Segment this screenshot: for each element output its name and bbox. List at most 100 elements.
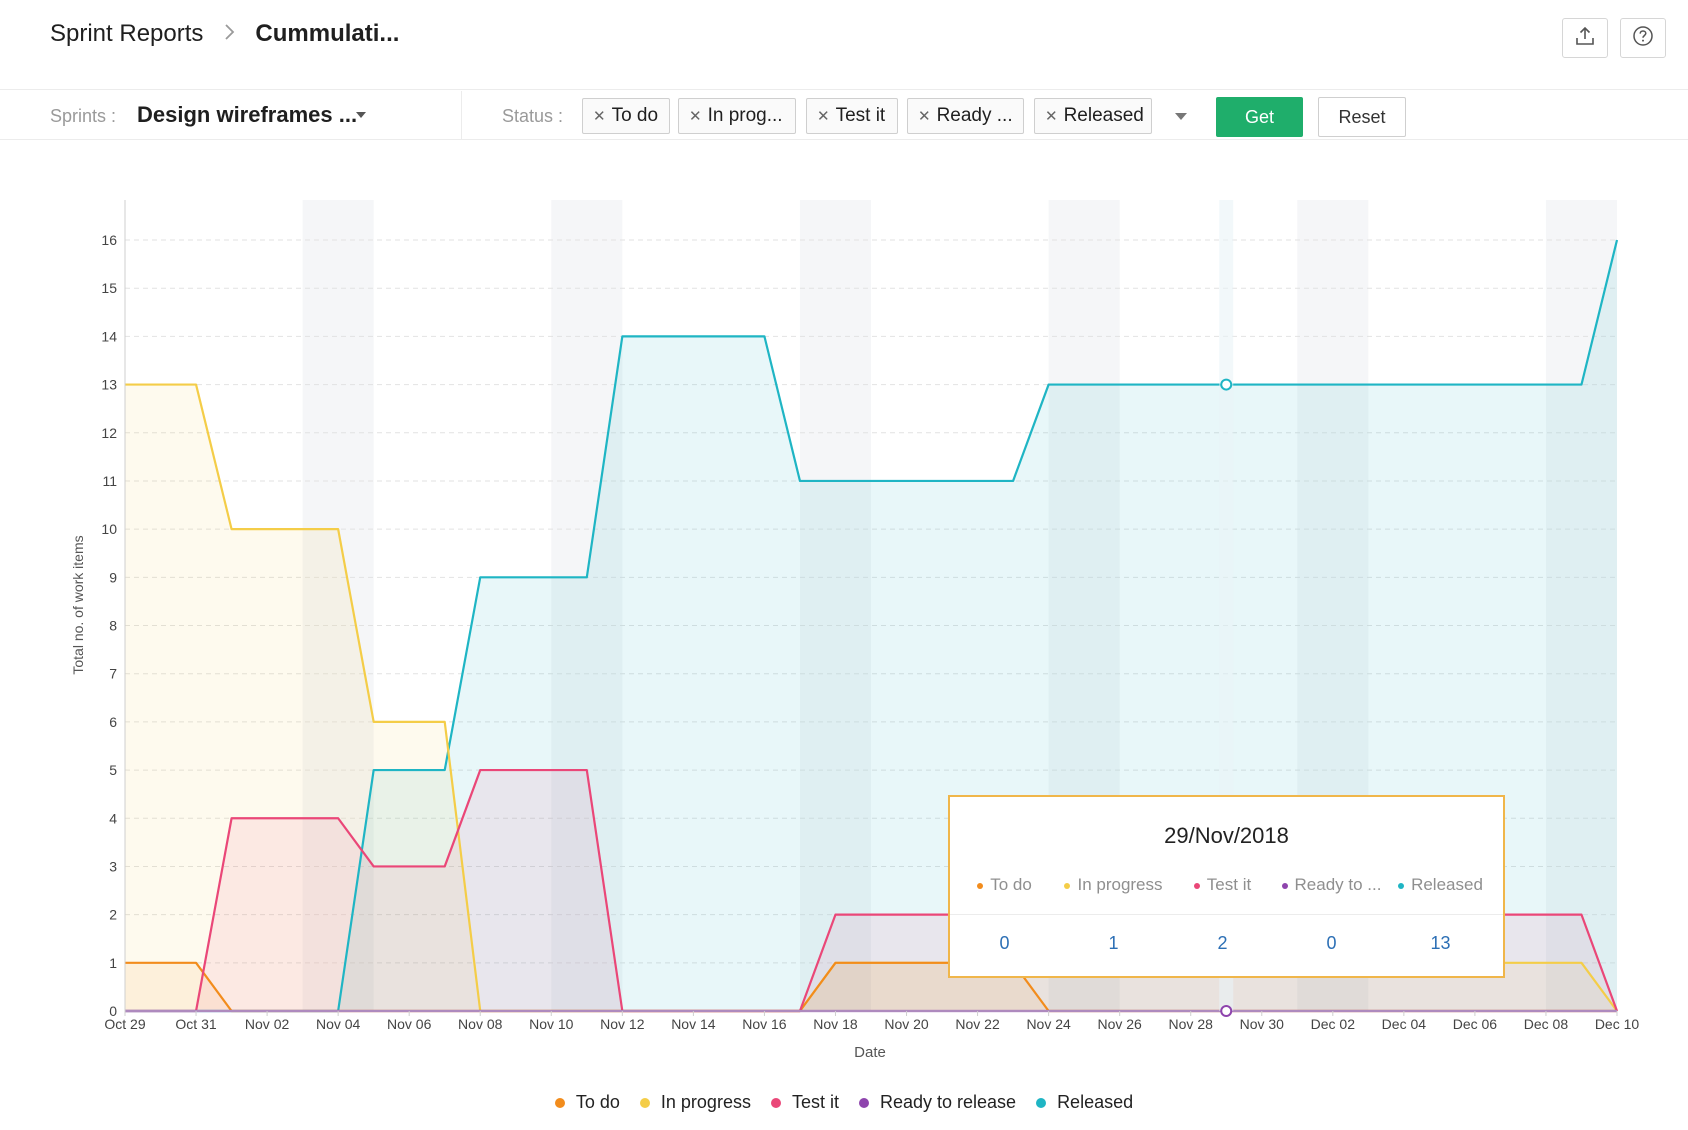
x-tick-label: Nov 20 (884, 1016, 929, 1032)
hover-point (1220, 378, 1233, 391)
x-tick-label: Nov 08 (458, 1016, 503, 1032)
close-icon[interactable]: ✕ (1045, 108, 1058, 125)
y-tick-label: 0 (109, 1003, 117, 1019)
legend-label: In progress (660, 1092, 751, 1112)
x-tick-label: Dec 02 (1311, 1016, 1356, 1032)
x-tick-label: Oct 29 (104, 1016, 145, 1032)
legend-label: Released (1057, 1092, 1134, 1112)
reset-button[interactable]: Reset (1318, 97, 1406, 137)
close-icon[interactable]: ✕ (593, 108, 606, 125)
tooltip-value: 13 (1430, 933, 1451, 953)
upload-icon (1574, 25, 1596, 52)
divider (461, 91, 462, 140)
tooltip-date: 29/Nov/2018 (1164, 823, 1289, 848)
breadcrumb-current: Cummulati... (255, 20, 400, 47)
x-tick-label: Dec 06 (1453, 1016, 1498, 1032)
divider (950, 914, 1503, 915)
x-tick-label: Nov 12 (600, 1016, 645, 1032)
status-chip-label: Test it (835, 105, 886, 126)
status-chip-released[interactable]: ✕ Released (1034, 98, 1152, 134)
x-tick-label: Oct 31 (175, 1016, 216, 1032)
y-tick-label: 10 (101, 521, 117, 537)
y-tick-label: 4 (109, 810, 117, 826)
x-tick-label: Nov 26 (1097, 1016, 1142, 1032)
x-tick-label: Dec 10 (1595, 1016, 1640, 1032)
dot-icon (1193, 882, 1200, 889)
dot-icon (770, 1097, 781, 1108)
weekend-band (302, 200, 374, 1011)
dot-icon (1398, 882, 1405, 889)
status-chip-label: Released (1063, 105, 1144, 126)
legend-item-to-do[interactable]: To do (554, 1092, 620, 1113)
weekend-band (1545, 200, 1617, 1011)
tooltip-label: Test it (1206, 875, 1252, 894)
dot-icon (1281, 882, 1288, 889)
tooltip-column-released: Released 13 (1386, 875, 1495, 954)
series-line-released (125, 239, 1619, 1013)
y-tick-label: 14 (101, 328, 117, 344)
legend-item-released[interactable]: Released (1036, 1092, 1133, 1113)
dot-icon (858, 1097, 869, 1108)
breadcrumb-sprint-reports[interactable]: Sprint Reports (50, 20, 204, 47)
chevron-down-icon[interactable] (356, 112, 366, 118)
sprints-dropdown[interactable]: Design wireframes ... (137, 102, 358, 127)
filter-bar: Sprints : Design wireframes ... Status :… (0, 91, 1688, 140)
page-header: Sprint Reports Cummulati... (0, 0, 1688, 90)
x-tick-label: Nov 04 (316, 1016, 361, 1032)
tooltip-column-in-progress: In progress 1 (1059, 875, 1168, 954)
dot-icon (639, 1097, 650, 1108)
x-tick-labels: Oct 29 Oct 31 Nov 02 Nov 04 Nov 06 Nov 08 Nov … (104, 1011, 1639, 1032)
legend-item-in-progress[interactable]: In progress (639, 1092, 751, 1113)
series-area-to-do (125, 962, 1617, 1011)
y-tick-label: 7 (109, 666, 117, 682)
y-tick-label: 6 (109, 714, 117, 730)
chart-legend: To do In progress Test it Ready to relea… (0, 1092, 1688, 1113)
get-button[interactable]: Get (1216, 97, 1303, 137)
legend-label: Ready to release (879, 1092, 1017, 1112)
y-axis-label: Total no. of work items (70, 535, 86, 674)
help-button[interactable] (1620, 18, 1666, 58)
legend-item-ready-to-release[interactable]: Ready to release (858, 1092, 1017, 1113)
x-tick-label: Nov 30 (1240, 1016, 1285, 1032)
x-tick-label: Nov 02 (245, 1016, 290, 1032)
dot-icon (1036, 1097, 1047, 1108)
x-tick-label: Nov 18 (813, 1016, 858, 1032)
close-icon[interactable]: ✕ (918, 108, 931, 125)
status-chip-in-progress[interactable]: ✕ In prog... (678, 98, 796, 134)
status-chip-label: To do (611, 105, 659, 126)
export-button[interactable] (1562, 18, 1608, 58)
x-tick-label: Nov 24 (1026, 1016, 1071, 1032)
x-tick-label: Nov 10 (529, 1016, 574, 1032)
tooltip-column-to-do: To do 0 (950, 875, 1059, 954)
y-tick-label: 8 (109, 618, 117, 634)
y-tick-label: 16 (101, 232, 117, 248)
legend-item-test-it[interactable]: Test it (770, 1092, 839, 1113)
y-tick-label: 13 (101, 377, 117, 393)
status-chip-to-do[interactable]: ✕ To do (582, 98, 670, 134)
weekend-band (799, 200, 871, 1011)
y-tick-label: 5 (109, 762, 117, 778)
y-tick-label: 15 (101, 280, 117, 296)
tooltip-value: 2 (1217, 933, 1228, 953)
y-tick-label: 2 (109, 907, 117, 923)
chevron-down-icon[interactable] (1175, 113, 1187, 120)
sprints-label: Sprints : (50, 106, 117, 126)
close-icon[interactable]: ✕ (817, 108, 830, 125)
status-chip-label: Ready ... (936, 105, 1013, 126)
close-icon[interactable]: ✕ (689, 108, 702, 125)
tooltip-value: 0 (1326, 933, 1337, 953)
legend-label: To do (575, 1092, 620, 1112)
status-chip-label: In prog... (707, 105, 783, 126)
tooltip-label: In progress (1077, 875, 1163, 894)
y-tick-label: 1 (109, 955, 117, 971)
legend-label: Test it (791, 1092, 839, 1112)
status-chip-ready[interactable]: ✕ Ready ... (907, 98, 1024, 134)
x-tick-label: Dec 04 (1382, 1016, 1427, 1032)
x-tick-label: Nov 14 (671, 1016, 716, 1032)
x-tick-label: Nov 16 (742, 1016, 787, 1032)
x-axis-label: Date (854, 1044, 886, 1061)
status-chip-test-it[interactable]: ✕ Test it (806, 98, 898, 134)
x-tick-label: Nov 28 (1169, 1016, 1214, 1032)
status-label: Status : (502, 106, 564, 126)
